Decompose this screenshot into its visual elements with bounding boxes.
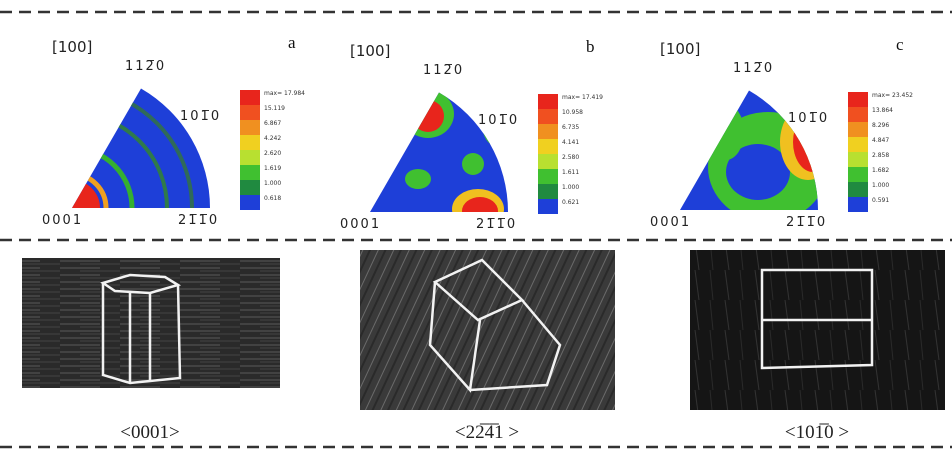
legend-swatch — [848, 92, 868, 107]
legend-value: 1.000 — [264, 180, 281, 187]
pole-label: 0001 — [340, 217, 381, 232]
caption: <101̅0 > — [785, 422, 849, 443]
direction-label: [100] — [350, 42, 390, 60]
legend-value: max= 23.452 — [872, 92, 913, 99]
pole-figure: [100] b 112̅0 101̅0 0001 21̅1̅0 max= 17.419 10.… — [340, 37, 603, 232]
legend-value: 2.620 — [264, 150, 281, 157]
legend-swatch — [848, 152, 868, 167]
sem-image — [690, 250, 945, 410]
pole-label: 101̅0 — [180, 109, 221, 124]
legend-value: 2.580 — [562, 154, 579, 161]
legend-swatch — [848, 167, 868, 182]
figure: [100] a 112̅0 101̅0 0001 21̅1̅0 max= 17.984 15.… — [0, 0, 952, 453]
legend-swatch — [240, 105, 260, 120]
legend-value: 15.119 — [264, 105, 285, 112]
legend-swatch — [240, 180, 260, 195]
legend-value: 1.619 — [264, 165, 281, 172]
sem-image — [360, 250, 615, 410]
legend-value: 6.867 — [264, 120, 281, 127]
legend-value: 4.242 — [264, 135, 281, 142]
legend-swatch — [848, 107, 868, 122]
legend-value: 2.858 — [872, 152, 889, 159]
legend-value: 0.621 — [562, 199, 579, 206]
caption: <0001> — [120, 422, 179, 443]
legend-swatch — [538, 199, 558, 214]
panel-label: c — [896, 35, 904, 54]
pole-label: 21̅1̅0 — [476, 217, 517, 232]
legend-value: 1.682 — [872, 167, 889, 174]
direction-label: [100] — [660, 40, 700, 58]
legend-swatch — [848, 122, 868, 137]
pole-label: 21̅1̅0 — [178, 213, 219, 228]
legend-swatch — [240, 135, 260, 150]
legend-value: 10.958 — [562, 109, 583, 116]
legend-swatch — [538, 154, 558, 169]
pole-label: 101̅0 — [788, 111, 829, 126]
legend-value: 8.296 — [872, 122, 889, 129]
legend-swatch — [538, 124, 558, 139]
pole-label: 21̅1̅0 — [786, 215, 827, 230]
legend-swatch — [240, 195, 260, 210]
legend-swatch — [538, 109, 558, 124]
legend-value: max= 17.419 — [562, 94, 603, 101]
legend-value: 0.618 — [264, 195, 281, 202]
pole-label: 0001 — [42, 213, 83, 228]
legend-swatch — [240, 150, 260, 165]
legend-swatch — [538, 139, 558, 154]
legend-swatch — [538, 94, 558, 109]
legend-value: 1.000 — [872, 182, 889, 189]
legend-value: 1.000 — [562, 184, 579, 191]
legend-value: 0.591 — [872, 197, 889, 204]
pole-label: 0001 — [650, 215, 691, 230]
legend-value: 4.141 — [562, 139, 579, 146]
legend-value: 1.611 — [562, 169, 579, 176]
legend-swatch — [538, 184, 558, 199]
legend-swatch — [538, 169, 558, 184]
panel-label: b — [586, 37, 595, 56]
pole-label: 112̅0 — [733, 61, 774, 76]
legend-swatch — [240, 90, 260, 105]
caption: <22̅4̅1 > — [455, 422, 519, 443]
legend-swatch — [848, 197, 868, 212]
pole-label: 101̅0 — [478, 113, 519, 128]
panel-label: a — [288, 33, 296, 52]
legend-value: 13.864 — [872, 107, 893, 114]
legend-value: 6.735 — [562, 124, 579, 131]
legend-swatch — [848, 137, 868, 152]
legend-swatch — [848, 182, 868, 197]
legend-swatch — [240, 165, 260, 180]
pole-label: 112̅0 — [125, 59, 166, 74]
direction-label: [100] — [52, 38, 92, 56]
legend-value: max= 17.984 — [264, 90, 305, 97]
legend-swatch — [240, 120, 260, 135]
pole-label: 112̅0 — [423, 63, 464, 78]
legend-value: 4.847 — [872, 137, 889, 144]
pole-figure: [100] c 112̅0 101̅0 0001 21̅1̅0 max= 23.452 13.… — [650, 35, 913, 230]
